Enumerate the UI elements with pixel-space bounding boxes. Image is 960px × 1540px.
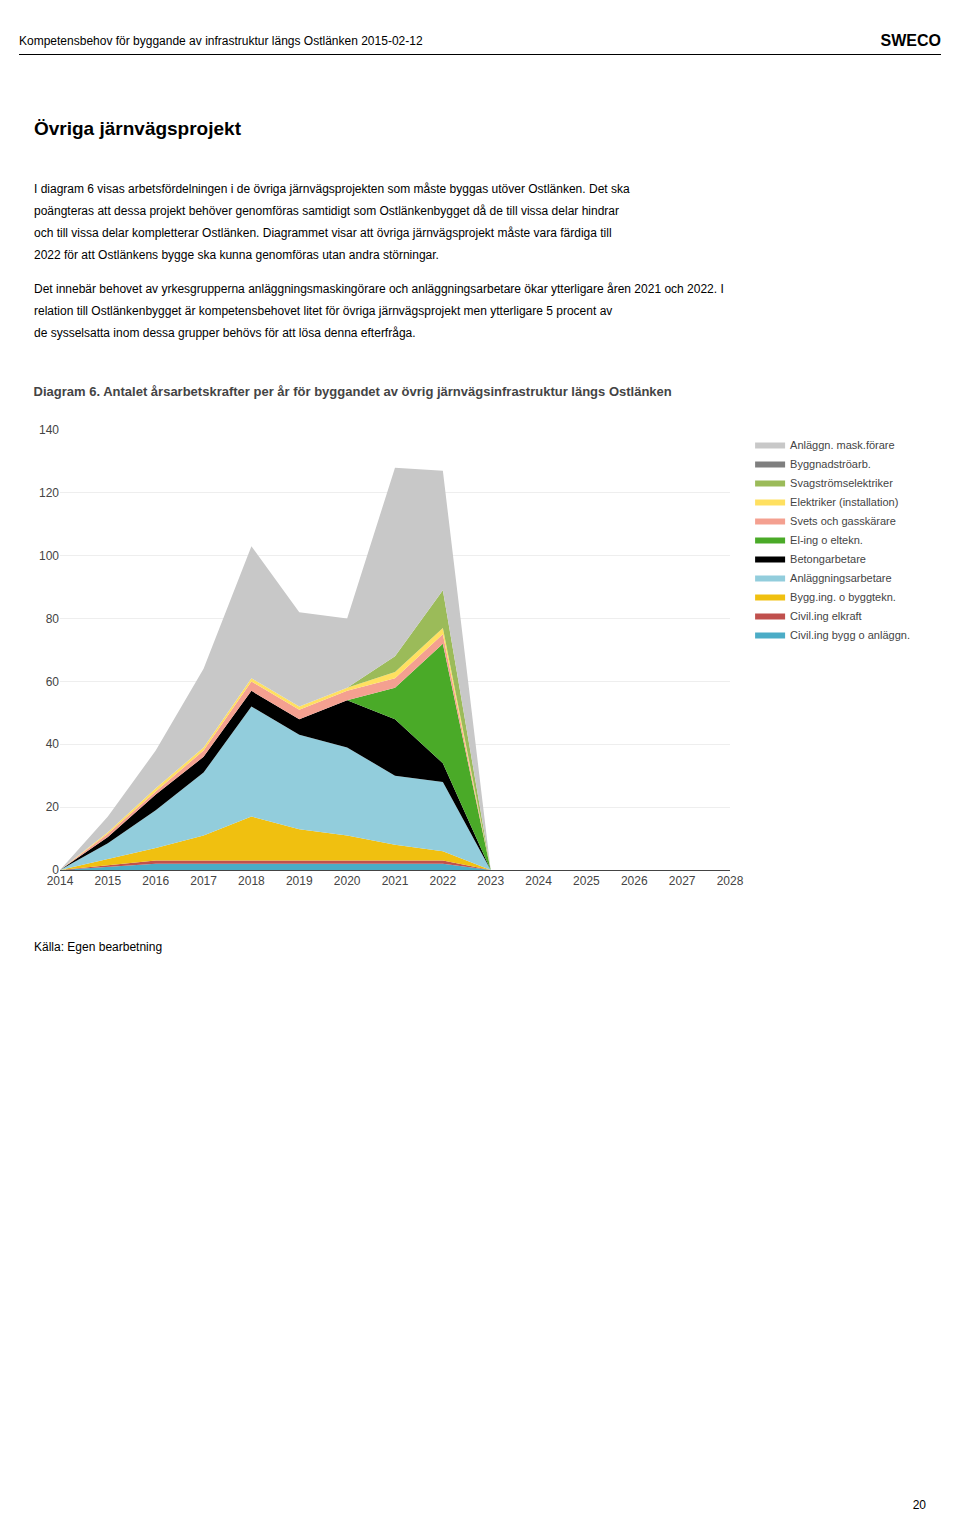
svg-text:Betongarbetare: Betongarbetare bbox=[790, 553, 866, 565]
svg-text:60: 60 bbox=[46, 675, 60, 689]
svg-text:2017: 2017 bbox=[190, 874, 217, 888]
svg-text:2028: 2028 bbox=[717, 874, 744, 888]
html-text:2022 för att Ostlänkens bygge: 2022 för att Ostlänkens bygge ska kunna … bbox=[34, 248, 439, 262]
svg-text:80: 80 bbox=[46, 612, 60, 626]
svg-text:2024: 2024 bbox=[525, 874, 552, 888]
svg-text:Anläggningsarbetare: Anläggningsarbetare bbox=[790, 572, 892, 584]
svg-text:Civil.ing elkraft: Civil.ing elkraft bbox=[790, 610, 862, 622]
svg-text:2014: 2014 bbox=[47, 874, 74, 888]
html-text:de sysselsatta inom dessa grup: de sysselsatta inom dessa grupper behövs… bbox=[34, 326, 416, 340]
svg-text:Anläggn. mask.förare: Anläggn. mask.förare bbox=[790, 439, 895, 451]
svg-text:2016: 2016 bbox=[142, 874, 169, 888]
svg-text:0: 0 bbox=[52, 863, 59, 877]
svg-text:El-ing o eltekn.: El-ing o eltekn. bbox=[790, 534, 863, 546]
svg-text:100: 100 bbox=[39, 549, 59, 563]
html-text:Övriga järnvägsprojekt: Övriga järnvägsprojekt bbox=[34, 118, 241, 139]
svg-text:2023: 2023 bbox=[477, 874, 504, 888]
svg-text:Elektriker (installation): Elektriker (installation) bbox=[790, 496, 898, 508]
svg-text:120: 120 bbox=[39, 486, 59, 500]
svg-text:2018: 2018 bbox=[238, 874, 265, 888]
svg-text:Diagram 6. Antalet årsarbetskr: Diagram 6. Antalet årsarbetskrafter per … bbox=[34, 384, 672, 399]
html-text:Kompetensbehov för byggande av: Kompetensbehov för byggande av infrastru… bbox=[19, 34, 423, 48]
html-text:Det innebär behovet av yrkesgr: Det innebär behovet av yrkesgrupperna an… bbox=[34, 282, 724, 296]
svg-text:Bygg.ing. o byggtekn.: Bygg.ing. o byggtekn. bbox=[790, 591, 896, 603]
svg-text:2026: 2026 bbox=[621, 874, 648, 888]
svg-text:2021: 2021 bbox=[382, 874, 409, 888]
html-text:Källa: Egen bearbetning: Källa: Egen bearbetning bbox=[34, 940, 163, 954]
svg-text:Svagströmselektriker: Svagströmselektriker bbox=[790, 477, 893, 489]
svg-text:Byggnadströarb.: Byggnadströarb. bbox=[790, 458, 871, 470]
svg-text:2015: 2015 bbox=[95, 874, 122, 888]
svg-text:140: 140 bbox=[39, 423, 59, 437]
html-text:I diagram 6 visas arbetsfördel: I diagram 6 visas arbetsfördelningen i d… bbox=[34, 182, 630, 196]
svg-text:20: 20 bbox=[46, 800, 60, 814]
html-text:SWECO: SWECO bbox=[880, 32, 941, 49]
svg-text:Svets och gasskärare: Svets och gasskärare bbox=[790, 515, 896, 527]
html-text:poängteras att dessa projekt b: poängteras att dessa projekt behöver gen… bbox=[34, 204, 619, 218]
html-text:relation till Ostlänkenbygget: relation till Ostlänkenbygget är kompete… bbox=[34, 304, 613, 318]
svg-text:2025: 2025 bbox=[573, 874, 600, 888]
svg-text:2022: 2022 bbox=[430, 874, 457, 888]
svg-text:40: 40 bbox=[46, 737, 60, 751]
html-text:20: 20 bbox=[912, 1498, 926, 1512]
html-text:och till vissa delar komplette: och till vissa delar kompletterar Ostlän… bbox=[34, 226, 612, 240]
svg-text:2020: 2020 bbox=[334, 874, 361, 888]
svg-text:Civil.ing bygg o anläggn.: Civil.ing bygg o anläggn. bbox=[790, 629, 910, 641]
svg-text:2019: 2019 bbox=[286, 874, 313, 888]
svg-text:2027: 2027 bbox=[669, 874, 696, 888]
